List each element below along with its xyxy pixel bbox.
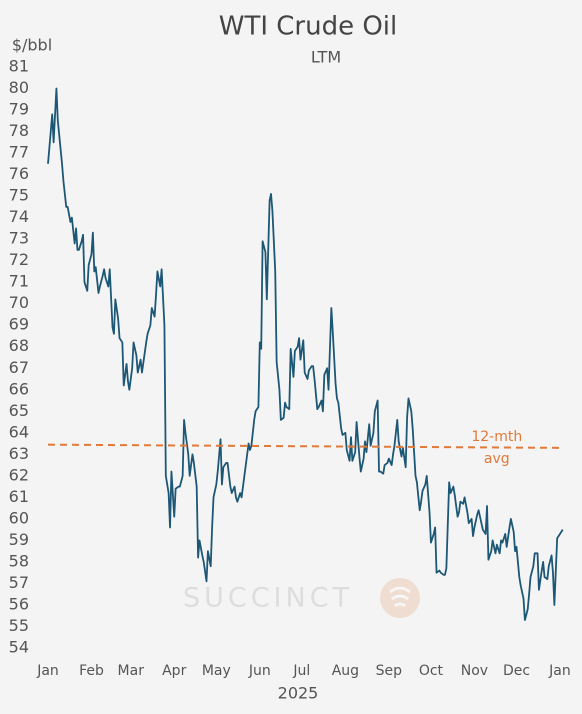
y-tick-label: 67 (9, 358, 29, 377)
y-tick-label: 59 (9, 530, 29, 549)
y-tick-label: 58 (9, 551, 29, 570)
x-tick-label: Nov (461, 663, 488, 679)
y-tick-label: 74 (9, 207, 29, 226)
y-tick-label: 72 (9, 250, 29, 269)
watermark-logo (380, 578, 420, 618)
x-tick-label: Jun (248, 663, 271, 679)
y-tick-label: 69 (9, 315, 29, 334)
y-tick-label: 78 (9, 121, 29, 140)
x-tick-label: Aug (332, 663, 359, 679)
y-tick-label: 62 (9, 465, 29, 484)
y-tick-label: 77 (9, 143, 29, 162)
y-tick-label: 68 (9, 336, 29, 355)
y-tick-label: 56 (9, 594, 29, 613)
chart-subtitle: LTM (311, 48, 341, 67)
x-tick-label: Sep (376, 663, 403, 679)
y-tick-label: 76 (9, 164, 29, 183)
y-tick-label: 81 (9, 57, 29, 76)
average-label: avg (484, 451, 510, 467)
y-tick-label: 64 (9, 422, 29, 441)
x-tick-label: Mar (118, 663, 145, 679)
y-tick-label: 65 (9, 401, 29, 420)
chart-title: WTI Crude Oil (219, 12, 398, 42)
x-tick-label: Jul (292, 663, 310, 679)
y-tick-label: 75 (9, 186, 29, 205)
y-tick-label: 71 (9, 272, 29, 291)
x-tick-label: Apr (162, 663, 186, 679)
y-tick-label: 80 (9, 78, 29, 97)
x-tick-label: Jan (548, 663, 571, 679)
y-tick-label: 55 (9, 616, 29, 635)
x-tick-label: Feb (79, 663, 104, 679)
watermark: SUCCINCT (183, 583, 353, 614)
average-line (47, 443, 563, 449)
y-tick-label: 66 (9, 379, 29, 398)
y-axis-label: $/bbl (12, 36, 52, 55)
average-label: 12-mth (471, 429, 522, 445)
y-tick-label: 60 (9, 508, 29, 527)
x-tick-label: Oct (419, 663, 444, 679)
y-tick-label: 63 (9, 444, 29, 463)
y-tick-label: 79 (9, 100, 29, 119)
x-tick-label: Dec (503, 663, 530, 679)
y-tick-label: 57 (9, 573, 29, 592)
price-line (47, 87, 564, 621)
x-tick-label: Jan (36, 663, 59, 679)
y-tick-label: 54 (9, 638, 29, 657)
y-tick-label: 73 (9, 229, 29, 248)
y-tick-label: 61 (9, 487, 29, 506)
x-axis-label: 2025 (278, 684, 319, 703)
x-tick-label: May (202, 663, 231, 679)
y-tick-label: 70 (9, 293, 29, 312)
